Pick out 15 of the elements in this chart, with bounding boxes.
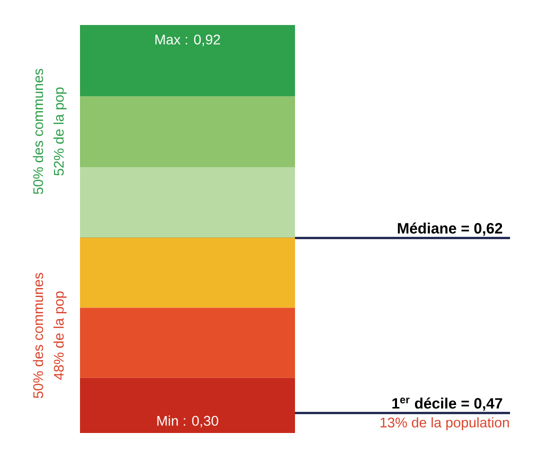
text: 1$^{er}$ décile = 0,47 bbox=[392, 398, 502, 411]
bar bbox=[80, 308, 296, 378]
bar bbox=[80, 167, 296, 238]
bar bbox=[80, 96, 296, 168]
text: 50% des communes bbox=[32, 68, 44, 194]
annotation: Max : 0,92 bbox=[155, 34, 220, 46]
text: 48% de la pop bbox=[54, 292, 66, 380]
text: 50% des communes bbox=[32, 272, 44, 398]
bar bbox=[80, 238, 296, 308]
bar bbox=[80, 24, 296, 96]
annotation: Min : 0,30 bbox=[157, 416, 218, 428]
text: Médiane = 0,62 bbox=[398, 222, 502, 236]
text: 52% de la pop bbox=[54, 88, 66, 176]
bar bbox=[80, 378, 296, 433]
text: 13% de la population bbox=[380, 417, 509, 430]
